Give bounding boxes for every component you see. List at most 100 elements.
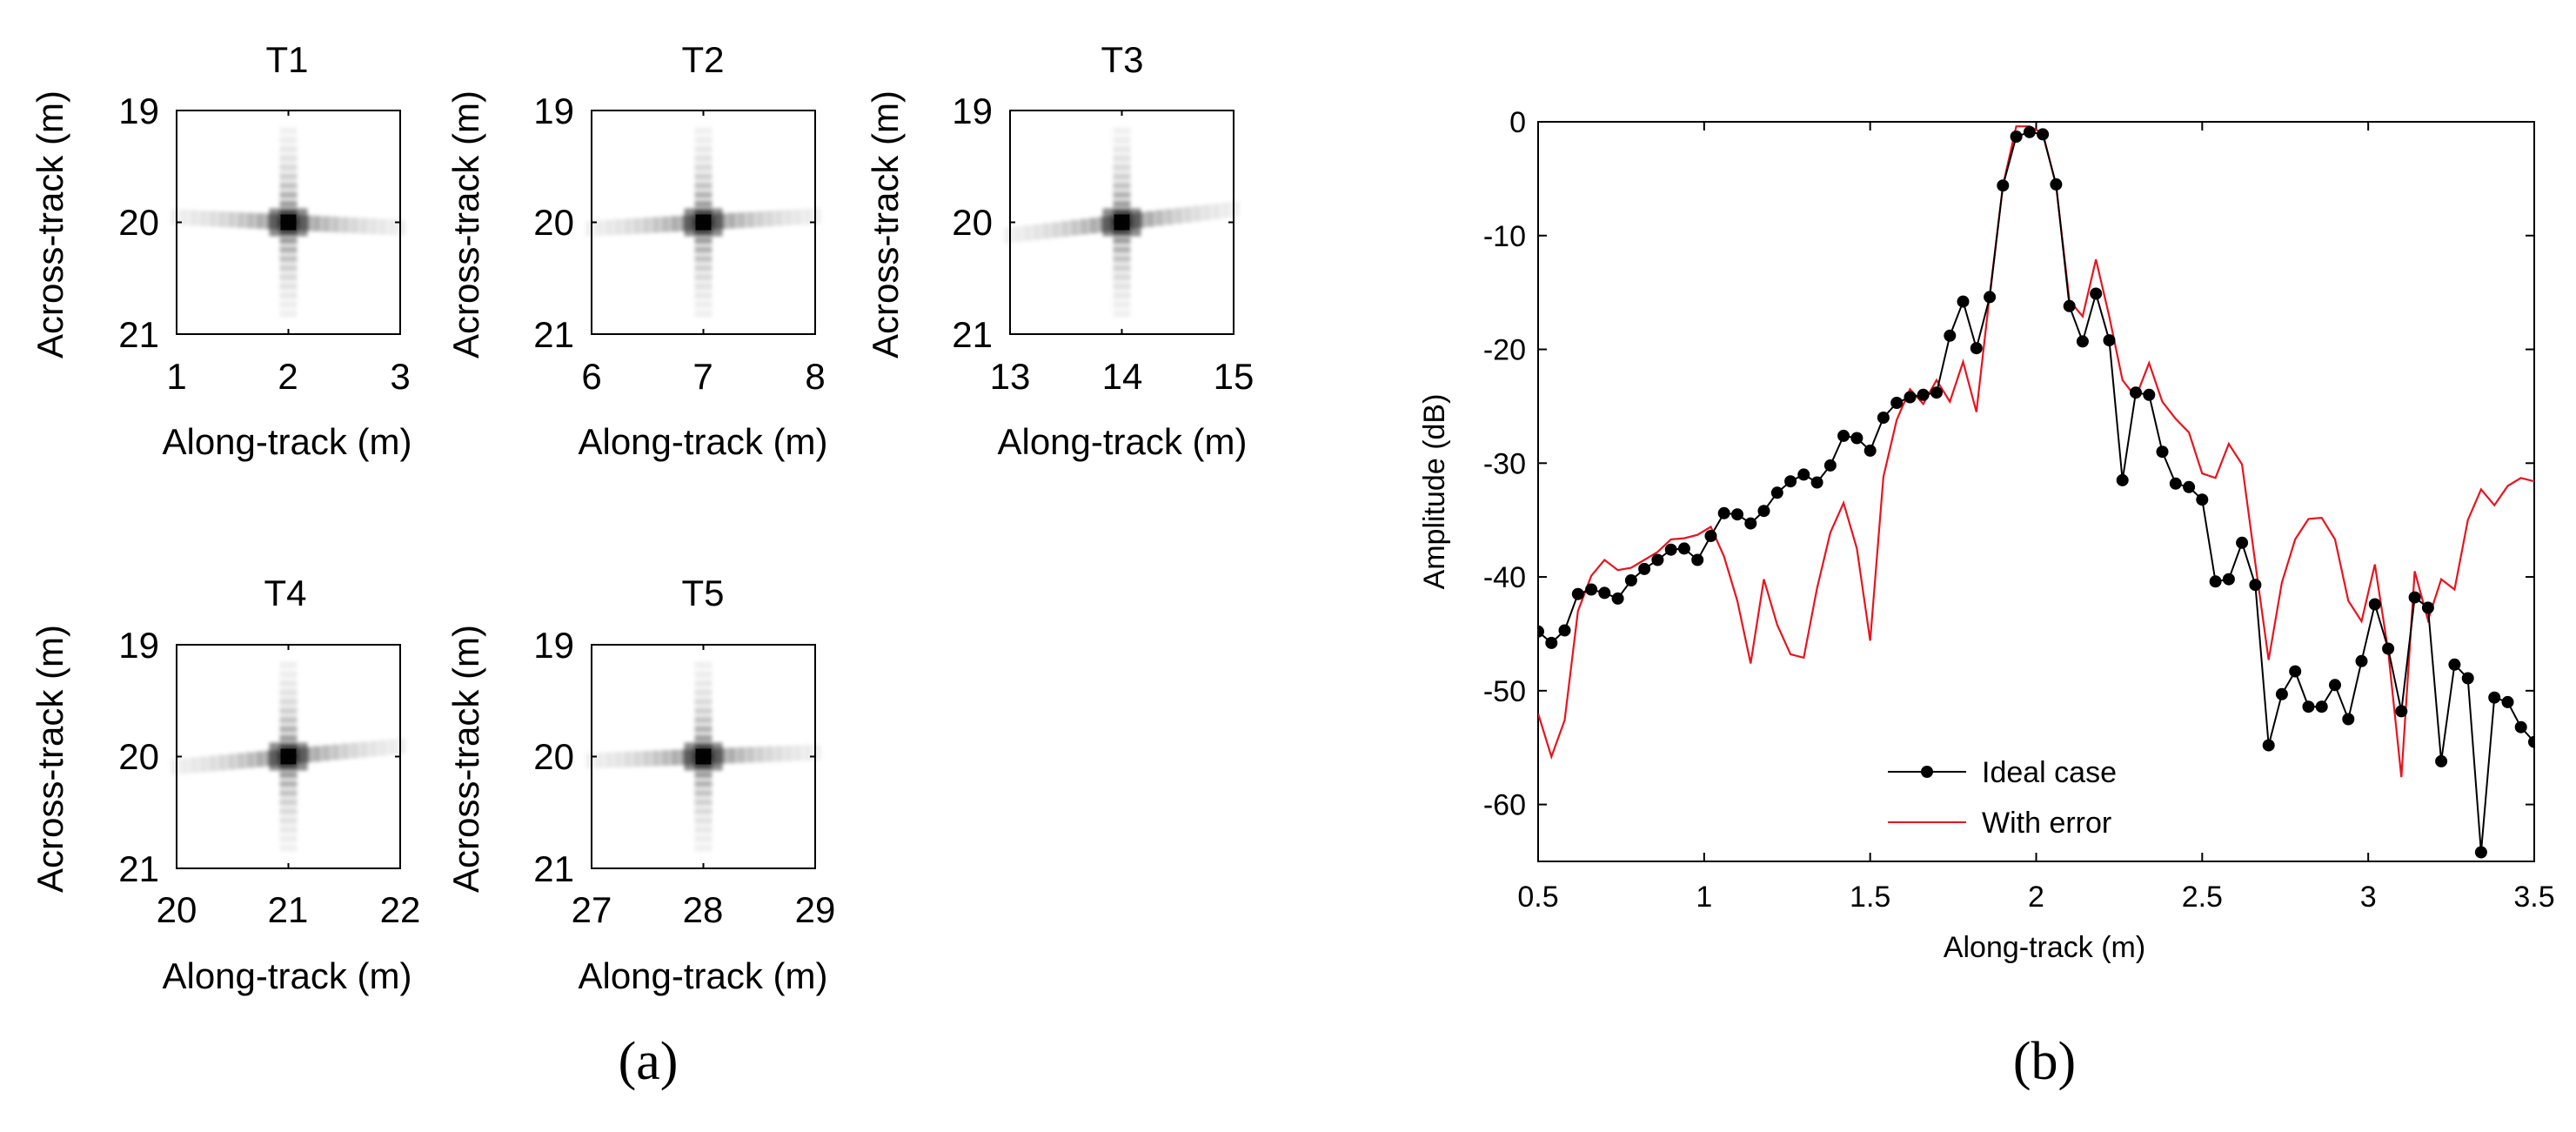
psf-along-track-lobe — [340, 743, 350, 760]
data-point-ideal-case — [2183, 480, 2196, 493]
y-tick-label: 19 — [118, 90, 159, 131]
psf-along-track-lobe — [614, 218, 623, 235]
psf-along-track-lobe — [190, 210, 199, 226]
x-tick-label: 3 — [390, 356, 410, 397]
psf-along-track-lobe — [605, 219, 614, 236]
y-tick-label: 19 — [118, 625, 159, 666]
y-axis-label: Across-track (m) — [445, 625, 486, 893]
data-point-ideal-case — [1558, 624, 1571, 637]
y-tick-label: 20 — [533, 736, 574, 777]
psf-peak — [695, 214, 712, 231]
psf-along-track-lobe — [256, 213, 264, 229]
psf-across-track-lobe — [279, 835, 298, 842]
x-axis-label: Along-track (m) — [1944, 931, 2145, 964]
legend-marker-ideal — [1921, 766, 1933, 778]
data-point-ideal-case — [1970, 342, 1983, 355]
psf-along-track-lobe — [623, 218, 632, 235]
data-point-ideal-case — [1837, 429, 1850, 442]
series-line-ideal-case — [1538, 131, 2534, 853]
psf-across-track-lobe — [694, 182, 713, 190]
x-tick-label: 2.5 — [2182, 881, 2223, 914]
y-tick-label: 21 — [533, 314, 574, 355]
psf-across-track-lobe — [279, 291, 298, 299]
psf-across-track-lobe — [279, 191, 298, 198]
psf-across-track-lobe — [694, 707, 713, 714]
data-point-ideal-case — [2222, 573, 2235, 586]
psf-along-track-lobe — [227, 211, 237, 228]
plot-title: T1 — [265, 39, 308, 80]
data-point-ideal-case — [2514, 720, 2527, 733]
psf-across-track-lobe — [1113, 127, 1131, 135]
psf-along-track-lobe — [350, 218, 359, 233]
psf-across-track-lobe — [279, 734, 298, 742]
y-axis-label: Across-track (m) — [865, 90, 906, 358]
axis-ticks — [1537, 121, 2535, 861]
data-point-ideal-case — [2528, 735, 2534, 748]
psf-across-track-lobe — [694, 200, 713, 208]
psf-across-track-lobe — [694, 164, 713, 171]
psf-across-track-lobe — [1113, 191, 1131, 198]
psf-across-track-lobe — [279, 707, 298, 714]
psf-along-track-lobe — [623, 751, 632, 767]
psf-along-track-lobe — [397, 738, 406, 754]
psf-along-track-lobe — [632, 218, 642, 234]
psf-along-track-lobe — [812, 208, 821, 224]
data-point-ideal-case — [1930, 386, 1943, 399]
data-point-ideal-case — [2435, 754, 2448, 767]
psf-across-track-lobe — [1113, 200, 1131, 208]
data-point-ideal-case — [1823, 459, 1837, 472]
psf-peak — [695, 748, 712, 765]
psf-along-track-lobe — [652, 750, 661, 767]
data-point-ideal-case — [2342, 713, 2355, 726]
psf-across-track-lobe — [279, 145, 298, 153]
psf-across-track-lobe — [279, 200, 298, 208]
data-point-ideal-case — [2103, 334, 2116, 347]
psf-along-track-lobe — [237, 753, 246, 769]
x-axis-label: Along-track (m) — [578, 955, 827, 996]
psf-along-track-lobe — [802, 745, 812, 761]
legend-label-ideal: Ideal case — [1982, 756, 2117, 789]
x-tick-label: 14 — [1102, 356, 1143, 397]
psf-peak — [1114, 214, 1130, 231]
psf-across-track-lobe — [694, 844, 713, 852]
psf-across-track-lobe — [279, 807, 298, 815]
y-tick-label: 21 — [952, 314, 993, 355]
psf-along-track-lobe — [369, 218, 378, 234]
psf-across-track-lobe — [279, 789, 298, 797]
data-point-ideal-case — [2116, 473, 2129, 486]
data-point-ideal-case — [1810, 476, 1823, 489]
psf-along-track-lobe — [217, 211, 227, 227]
data-point-ideal-case — [2421, 601, 2434, 614]
psf-across-track-lobe — [694, 265, 713, 271]
data-point-ideal-case — [2050, 178, 2063, 191]
image-plot-t5: T5 27 28 29 19 20 21 Along-track (m) Acr… — [445, 573, 835, 996]
psf-across-track-lobe — [279, 155, 298, 162]
psf-along-track-lobe — [1004, 227, 1014, 244]
psf-peak — [280, 748, 297, 765]
psf-across-track-lobe — [279, 799, 298, 806]
psf-along-track-lobe — [1080, 218, 1089, 235]
psf-along-track-lobe — [378, 218, 387, 235]
x-tick-label: 0.5 — [1517, 881, 1558, 914]
data-point-ideal-case — [2461, 672, 2474, 685]
y-tick-label: 19 — [533, 625, 574, 666]
x-axis-label: Along-track (m) — [162, 955, 411, 996]
y-axis-label: Across-track (m) — [445, 90, 486, 358]
plot-lines — [1538, 125, 2534, 859]
psf-across-track-lobe — [694, 173, 713, 180]
y-tick-label: 20 — [118, 736, 159, 777]
data-point-ideal-case — [2488, 691, 2501, 704]
data-point-ideal-case — [2302, 700, 2315, 713]
data-point-ideal-case — [1890, 397, 1904, 409]
psf-across-track-lobe — [694, 137, 713, 144]
psf-across-track-lobe — [694, 127, 713, 135]
psf-along-track-lobe — [671, 749, 679, 766]
psf-across-track-lobe — [694, 680, 713, 687]
y-tick-label: -10 — [1483, 220, 1526, 253]
data-point-ideal-case — [2063, 299, 2076, 312]
psf-across-track-lobe — [694, 310, 713, 318]
psf-along-track-lobe — [746, 211, 755, 228]
psf-along-track-lobe — [1041, 223, 1051, 239]
panel-a: T1 1 2 3 19 20 21 Along-track (m) Across… — [30, 39, 1254, 1091]
